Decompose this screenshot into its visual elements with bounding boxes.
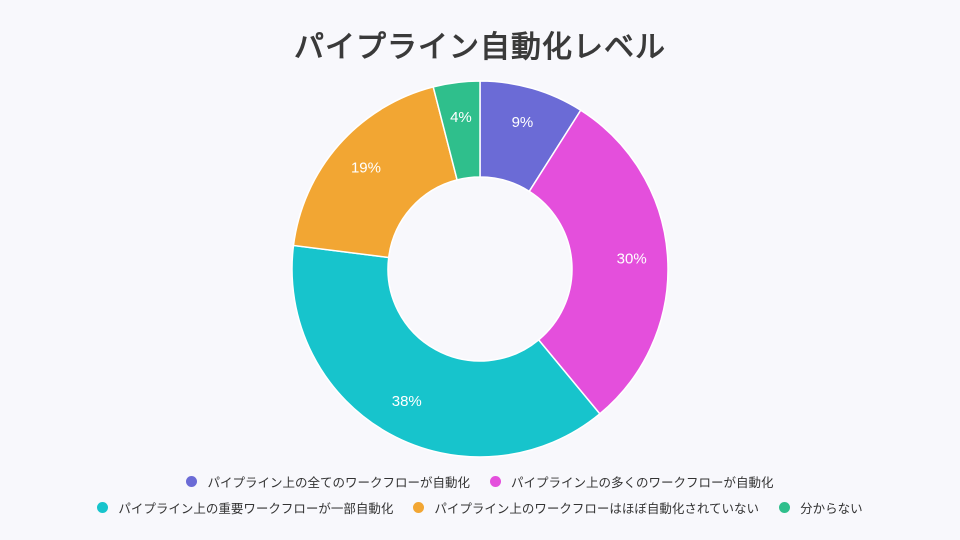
slice-label: 19% xyxy=(351,159,381,176)
legend-item[interactable]: 分からない xyxy=(779,498,863,517)
legend-label: パイプライン上の重要ワークフローが一部自動化 xyxy=(118,500,394,516)
slice-label: 30% xyxy=(617,250,647,267)
legend-item[interactable]: パイプライン上の重要ワークフローが一部自動化 xyxy=(97,498,393,517)
slice-label: 4% xyxy=(450,109,472,126)
legend: パイプライン上の全てのワークフローが自動化 パイプライン上の多くのワークフローが… xyxy=(0,468,960,520)
legend-swatch xyxy=(186,475,198,487)
slice-labels: 9% 30% 38% 19% 4% xyxy=(351,109,647,410)
chart-title: パイプライン自動化レベル xyxy=(294,30,666,65)
legend-swatch xyxy=(97,501,109,513)
donut-slice[interactable] xyxy=(291,244,601,458)
legend-label: パイプライン上の全てのワークフローが自動化 xyxy=(207,474,470,490)
legend-row-1: パイプライン上の全てのワークフローが自動化 パイプライン上の多くのワークフローが… xyxy=(0,468,960,494)
legend-label: 分からない xyxy=(800,500,863,516)
donut-slice[interactable] xyxy=(432,80,481,181)
donut-slice[interactable] xyxy=(528,109,669,415)
legend-label: パイプライン上のワークフローはほぼ自動化されていない xyxy=(434,500,760,516)
legend-item[interactable]: パイプライン上の多くのワークフローが自動化 xyxy=(490,472,774,491)
slice-label: 9% xyxy=(512,114,534,131)
legend-label: パイプライン上の多くのワークフローが自動化 xyxy=(511,474,774,490)
legend-swatch xyxy=(413,501,425,513)
slice-label: 38% xyxy=(392,393,422,410)
legend-row-2: パイプライン上の重要ワークフローが一部自動化 パイプライン上のワークフローはほぼ… xyxy=(0,494,960,520)
legend-swatch xyxy=(779,501,791,513)
legend-item[interactable]: パイプライン上の全てのワークフローが自動化 xyxy=(186,472,470,491)
legend-item[interactable]: パイプライン上のワークフローはほぼ自動化されていない xyxy=(413,498,759,517)
donut-slice[interactable] xyxy=(292,85,459,259)
legend-swatch xyxy=(490,475,501,487)
donut-slices xyxy=(291,80,669,458)
